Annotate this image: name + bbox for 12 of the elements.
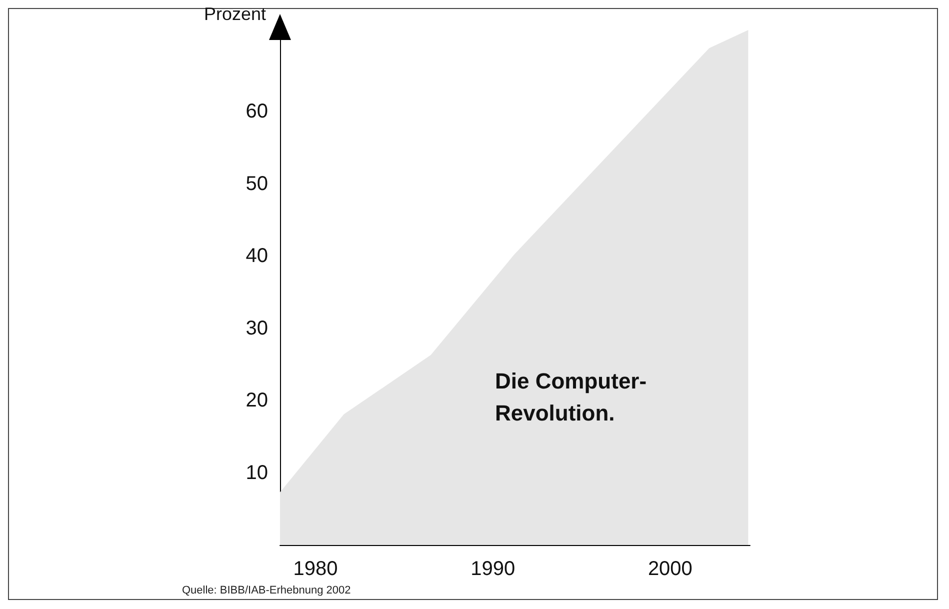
x-tick-label: 2000: [648, 558, 692, 580]
y-tick-label: 60: [246, 100, 268, 123]
x-tick-label: 1990: [470, 558, 516, 580]
y-axis-title: Prozent: [204, 4, 266, 24]
y-tick-label: 30: [246, 317, 268, 340]
x-tick-label: 1980: [293, 558, 338, 580]
y-tick-label: 40: [246, 245, 268, 268]
y-tick-label: 50: [246, 172, 268, 195]
source-note: Quelle: BIBB/IAB-Erhebnung 2002: [182, 584, 351, 596]
annotation: Die Computer- Revolution.: [495, 368, 647, 426]
y-tick-label: 20: [246, 390, 268, 412]
y-tick-label: 10: [246, 462, 268, 484]
